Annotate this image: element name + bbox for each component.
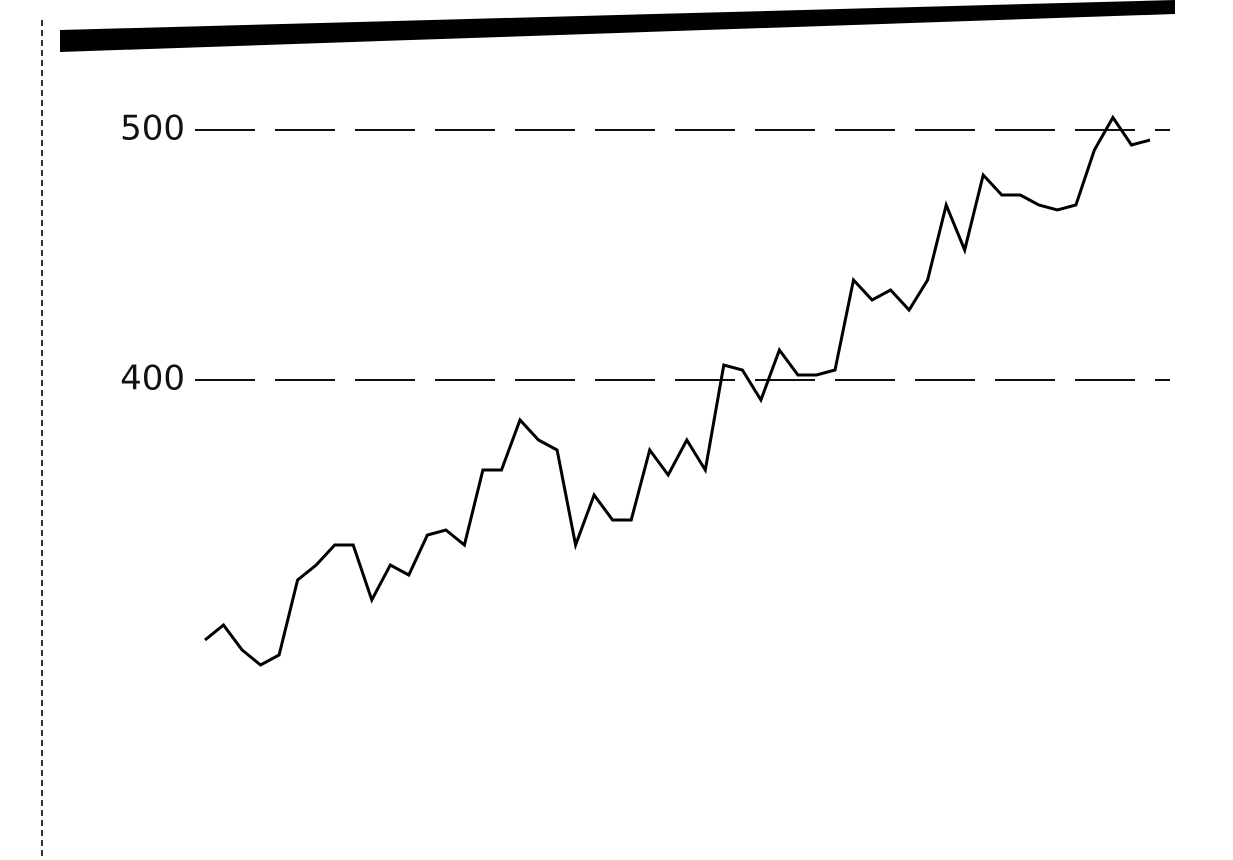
y-tick-label: 400 xyxy=(120,359,185,399)
decor-bar xyxy=(60,0,1175,52)
y-tick-label: 500 xyxy=(120,109,185,149)
data-line xyxy=(204,114,1151,667)
